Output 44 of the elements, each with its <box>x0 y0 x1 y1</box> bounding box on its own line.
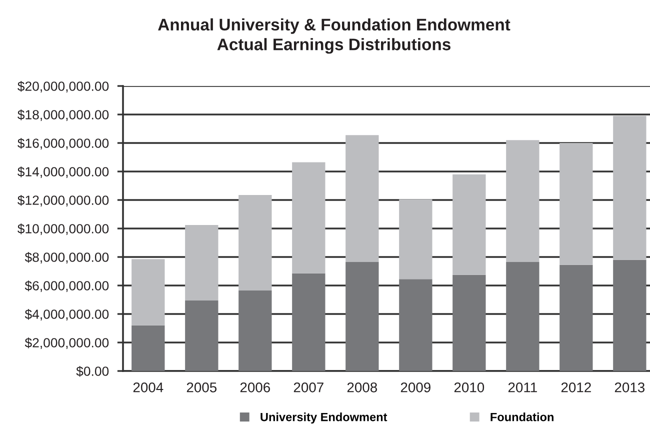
x-tick-label: 2012 <box>561 382 591 392</box>
y-tick-label: $4,000,000.00 <box>24 309 109 320</box>
y-tick-label: $8,000,000.00 <box>24 252 109 264</box>
x-tick-label: 2006 <box>240 382 270 392</box>
y-tick-label: $12,000,000.00 <box>18 195 109 206</box>
y-tick-label: $14,000,000.00 <box>18 166 109 178</box>
bar <box>613 260 646 371</box>
y-tick-label: $10,000,000.00 <box>18 224 109 235</box>
x-tick-label: 2010 <box>454 382 484 392</box>
bar <box>399 199 432 280</box>
bar <box>560 143 593 265</box>
x-tick-label: 2011 <box>508 382 537 392</box>
bar <box>185 224 218 300</box>
bar <box>452 274 486 371</box>
y-tick-label: $18,000,000.00 <box>18 110 109 121</box>
bar <box>399 279 432 371</box>
bar <box>452 174 486 275</box>
x-tick-label: 2007 <box>294 382 324 392</box>
bar <box>506 262 540 371</box>
y-tick-label: $16,000,000.00 <box>18 138 109 150</box>
chart-title: Annual University & Foundation Endowment Actual Earnings Distributions <box>158 18 510 54</box>
x-tick-label: 2013 <box>614 382 645 392</box>
bar <box>560 264 593 371</box>
x-tick-label: 2008 <box>347 382 378 392</box>
bar <box>238 195 272 290</box>
x-tick-label: 2004 <box>133 382 164 392</box>
y-tick-label: $6,000,000.00 <box>24 280 109 292</box>
bar <box>292 162 326 274</box>
bar <box>346 135 379 262</box>
y-tick-label: $2,000,000.00 <box>24 338 109 349</box>
y-tick-label: $0.00 <box>76 366 109 377</box>
bar <box>132 259 165 326</box>
bar <box>132 325 165 371</box>
bar <box>292 273 326 371</box>
bar <box>185 300 218 371</box>
legend-label: University Endowment <box>260 412 388 424</box>
x-tick-label: 2009 <box>400 382 430 392</box>
bar <box>238 290 272 371</box>
bar <box>506 140 540 262</box>
bar <box>346 262 379 371</box>
legend-label: Foundation <box>490 412 554 422</box>
y-tick-label: $20,000,000.00 <box>18 81 109 92</box>
x-tick-label: 2005 <box>186 382 217 392</box>
bar <box>613 116 646 260</box>
